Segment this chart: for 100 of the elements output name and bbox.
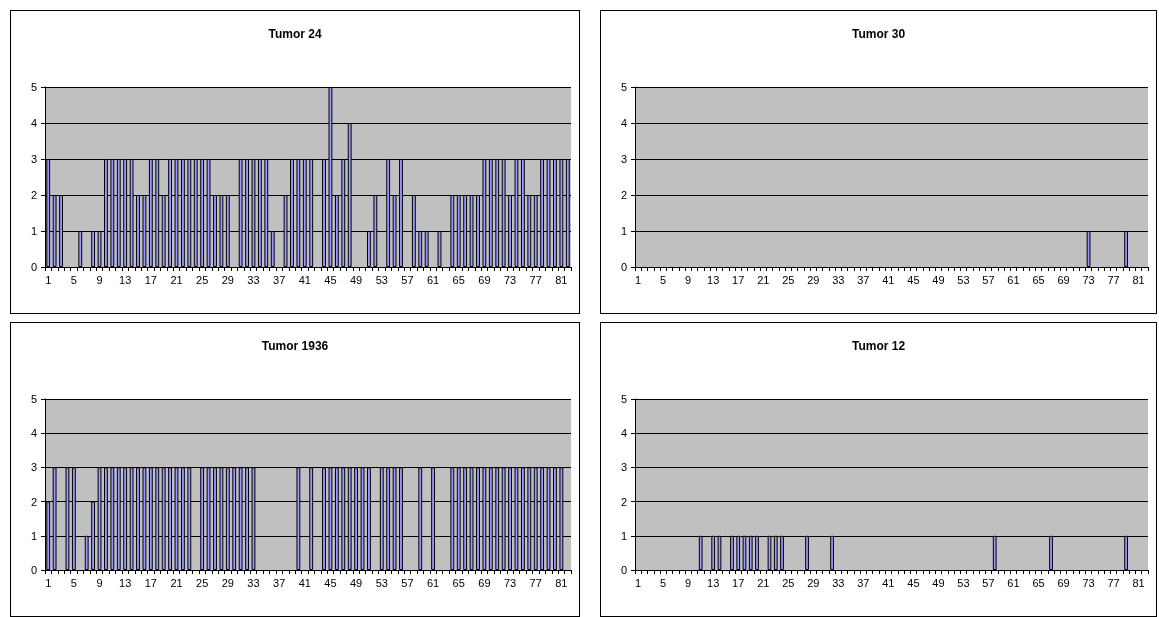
x-tick-label: 5 — [70, 273, 77, 286]
y-tick-label: 1 — [620, 529, 627, 542]
x-tick-label: 45 — [907, 576, 920, 589]
x-tick-label: 57 — [982, 576, 995, 589]
x-tick-label: 77 — [1107, 273, 1120, 286]
x-tick-label: 9 — [685, 576, 692, 589]
x-tick-label: 13 — [707, 273, 720, 286]
x-tick-label: 49 — [932, 273, 945, 286]
x-tick-label: 65 — [452, 576, 465, 589]
y-tick-label: 0 — [620, 261, 627, 273]
x-tick-label: 61 — [426, 273, 440, 286]
x-tick-label: 5 — [70, 576, 77, 589]
x-tick-label: 77 — [529, 273, 542, 286]
x-tick-label: 53 — [957, 576, 970, 589]
x-tick-label: 69 — [478, 576, 491, 589]
x-tick-label: 21 — [170, 273, 183, 286]
y-tick-label: 3 — [30, 153, 37, 165]
x-tick-label: 41 — [298, 576, 311, 589]
y-tick-label: 1 — [30, 529, 37, 542]
x-tick-label: 57 — [401, 273, 414, 286]
x-tick-label: 41 — [298, 273, 311, 286]
y-tick-label: 2 — [620, 495, 627, 508]
x-tick-label: 1 — [45, 576, 52, 589]
x-tick-label: 81 — [1132, 576, 1145, 589]
x-tick-label: 1 — [45, 273, 52, 286]
y-tick-label: 1 — [620, 225, 627, 237]
x-tick-label: 37 — [273, 576, 286, 589]
y-tick-label: 3 — [30, 461, 37, 474]
y-tick-label: 2 — [620, 189, 627, 201]
x-tick-label: 45 — [907, 273, 920, 286]
x-tick-label: 61 — [1007, 576, 1020, 589]
x-tick-label: 9 — [685, 273, 692, 286]
x-tick-label: 73 — [503, 273, 517, 286]
x-tick-label: 25 — [196, 576, 209, 589]
y-tick-label: 5 — [30, 393, 37, 405]
x-tick-label: 29 — [807, 273, 820, 286]
x-tick-label: 21 — [170, 576, 183, 589]
x-tick-label: 33 — [832, 576, 845, 589]
x-tick-label: 49 — [349, 273, 363, 286]
x-tick-label: 37 — [857, 273, 870, 286]
x-tick-label: 53 — [375, 576, 388, 589]
x-tick-label: 81 — [1132, 273, 1145, 286]
x-tick-label: 65 — [1032, 273, 1045, 286]
x-tick-label: 53 — [957, 273, 970, 286]
x-tick-label: 29 — [807, 576, 820, 589]
x-tick-label: 41 — [882, 576, 895, 589]
x-tick-label: 49 — [932, 576, 945, 589]
x-tick-label: 1 — [635, 576, 642, 589]
x-tick-label: 29 — [221, 576, 234, 589]
x-tick-label: 13 — [119, 273, 132, 286]
chart-title: Tumor 24 — [268, 27, 322, 41]
x-tick-label: 49 — [349, 576, 363, 589]
x-tick-label: 17 — [144, 576, 157, 589]
x-tick-label: 81 — [555, 576, 568, 589]
x-tick-label: 9 — [96, 273, 103, 286]
x-tick-label: 13 — [707, 576, 720, 589]
y-tick-label: 1 — [30, 225, 37, 237]
x-tick-label: 17 — [144, 273, 157, 286]
x-tick-label: 1 — [635, 273, 642, 286]
x-tick-label: 37 — [273, 273, 286, 286]
x-tick-label: 33 — [247, 273, 260, 286]
x-tick-label: 17 — [732, 273, 745, 286]
x-tick-label: 13 — [119, 576, 132, 589]
y-tick-label: 5 — [30, 81, 37, 93]
y-tick-label: 0 — [620, 564, 627, 576]
x-tick-label: 77 — [529, 576, 542, 589]
y-tick-label: 0 — [30, 564, 37, 576]
x-tick-label: 9 — [96, 576, 103, 589]
x-tick-label: 33 — [832, 273, 845, 286]
x-tick-label: 25 — [782, 273, 795, 286]
x-tick-label: 65 — [452, 273, 465, 286]
x-tick-label: 41 — [882, 273, 895, 286]
x-tick-label: 73 — [1082, 576, 1095, 589]
y-tick-label: 4 — [30, 117, 37, 129]
x-tick-label: 29 — [221, 273, 234, 286]
x-tick-label: 73 — [503, 576, 517, 589]
y-tick-label: 4 — [620, 427, 627, 440]
x-tick-label: 69 — [478, 273, 491, 286]
x-tick-label: 81 — [555, 273, 568, 286]
y-tick-label: 5 — [620, 393, 627, 405]
x-tick-label: 33 — [247, 576, 260, 589]
x-tick-label: 5 — [660, 273, 667, 286]
y-tick-label: 2 — [30, 495, 37, 508]
x-tick-label: 65 — [1032, 576, 1045, 589]
x-tick-label: 25 — [196, 273, 209, 286]
x-tick-label: 25 — [782, 576, 795, 589]
y-tick-label: 4 — [620, 117, 627, 129]
x-tick-label: 57 — [401, 576, 414, 589]
y-tick-label: 4 — [30, 427, 37, 440]
x-tick-label: 61 — [1007, 273, 1020, 286]
y-tick-label: 2 — [30, 189, 37, 201]
x-tick-label: 77 — [1107, 576, 1120, 589]
x-tick-label: 45 — [324, 273, 337, 286]
x-tick-label: 61 — [426, 576, 440, 589]
chart-title: Tumor 1936 — [261, 339, 329, 353]
y-tick-label: 0 — [30, 261, 37, 273]
chart-title: Tumor 12 — [851, 339, 906, 353]
y-tick-label: 3 — [620, 461, 627, 474]
x-tick-label: 53 — [375, 273, 388, 286]
x-tick-label: 57 — [982, 273, 995, 286]
